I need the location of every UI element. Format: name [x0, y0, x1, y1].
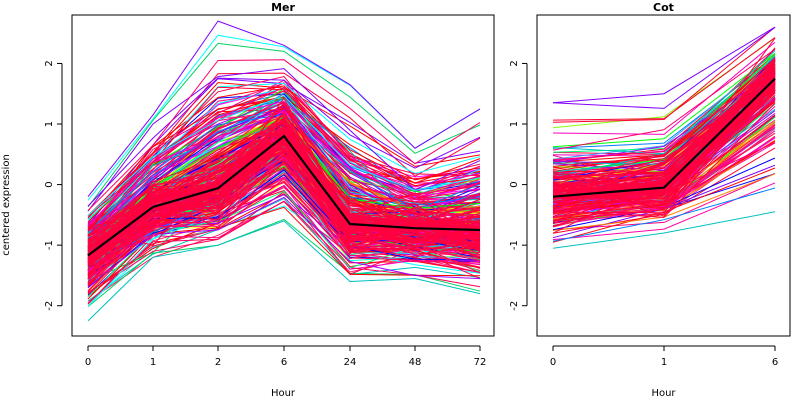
x-axis-label: Hour — [271, 388, 296, 399]
profile-line-core — [552, 79, 776, 179]
y-tick-label: -2 — [509, 301, 520, 311]
profile-line — [552, 41, 776, 135]
profile-line-core — [552, 65, 776, 201]
profile-lines — [552, 26, 776, 249]
profile-line — [87, 95, 481, 216]
panel-title: Mer — [271, 1, 295, 14]
x-tick-label: 72 — [474, 357, 487, 368]
mean-line — [552, 77, 776, 198]
x-tick-label: 2 — [215, 357, 221, 368]
profile-line — [552, 26, 776, 109]
profile-line — [552, 147, 776, 234]
profile-line — [552, 37, 776, 121]
y-tick-label: 1 — [509, 121, 520, 127]
profile-line-core — [552, 91, 776, 206]
x-tick-label: 1 — [150, 357, 156, 368]
profile-line — [87, 174, 481, 288]
y-tick-label: 0 — [44, 181, 55, 187]
profile-line — [87, 85, 481, 234]
profile-line-core — [552, 60, 776, 192]
x-tick-label: 48 — [409, 357, 422, 368]
profile-line-core — [87, 110, 481, 277]
x-tick-label: 0 — [85, 357, 91, 368]
profile-line-core — [87, 117, 481, 270]
profile-line-extreme — [87, 20, 481, 198]
y-tick-label: 0 — [509, 181, 520, 187]
profile-line-core — [87, 146, 481, 270]
profile-line — [552, 67, 776, 161]
profile-line — [87, 77, 481, 207]
profile-line — [87, 72, 481, 216]
profile-line-core — [552, 72, 776, 187]
profile-line — [87, 100, 481, 226]
profile-line-extreme — [552, 26, 776, 104]
y-tick-label: -1 — [509, 240, 520, 250]
profile-line — [552, 63, 776, 167]
mer-panel: Mer 0 1 2 6 24 48 72 Hour -2 -1 0 1 2 — [44, 1, 495, 399]
cot-panel: Cot 0 1 6 Hour -2 -1 0 1 2 — [509, 1, 791, 399]
mean-line — [87, 134, 481, 257]
x-tick-label: 24 — [344, 357, 357, 368]
profile-line — [87, 75, 481, 227]
y-tick-label: 2 — [509, 60, 520, 66]
profile-line-core — [552, 73, 776, 197]
profile-line — [552, 26, 776, 123]
profile-line — [552, 132, 776, 228]
x-axis-label: Hour — [651, 388, 676, 399]
y-tick-label: 2 — [44, 60, 55, 66]
profile-lines — [87, 20, 481, 322]
profile-line-extreme — [552, 211, 776, 249]
x-tick-label: 6 — [772, 357, 778, 368]
profile-line — [87, 170, 481, 307]
y-tick-label: 1 — [44, 121, 55, 127]
profile-line-core — [552, 102, 776, 218]
profile-line-core — [552, 90, 776, 197]
x-tick-label: 6 — [281, 357, 287, 368]
x-tick-label: 1 — [661, 357, 667, 368]
profile-line-core — [87, 152, 481, 275]
x-tick-label: 0 — [550, 357, 556, 368]
y-tick-label: -2 — [44, 301, 55, 311]
profile-line-core — [87, 121, 481, 247]
profile-line-core — [87, 139, 481, 256]
profile-line — [87, 205, 481, 305]
profile-line — [552, 52, 776, 148]
profile-line — [87, 86, 481, 217]
y-tick-label: -1 — [44, 240, 55, 250]
profile-line-core — [552, 89, 776, 192]
profile-line — [552, 187, 776, 242]
plot-frame — [71, 14, 495, 337]
profile-line — [87, 197, 481, 302]
profile-line — [552, 50, 776, 155]
plot-frame — [536, 14, 791, 337]
profile-line — [552, 167, 776, 243]
profile-line — [552, 48, 776, 151]
profile-line-core — [87, 128, 481, 259]
profile-line — [87, 59, 481, 211]
profile-line-core — [552, 86, 776, 228]
y-axis-label: centered expression — [1, 154, 12, 256]
panel-title: Cot — [653, 1, 674, 14]
profile-line-extreme — [87, 220, 481, 322]
profile-line — [87, 42, 481, 208]
